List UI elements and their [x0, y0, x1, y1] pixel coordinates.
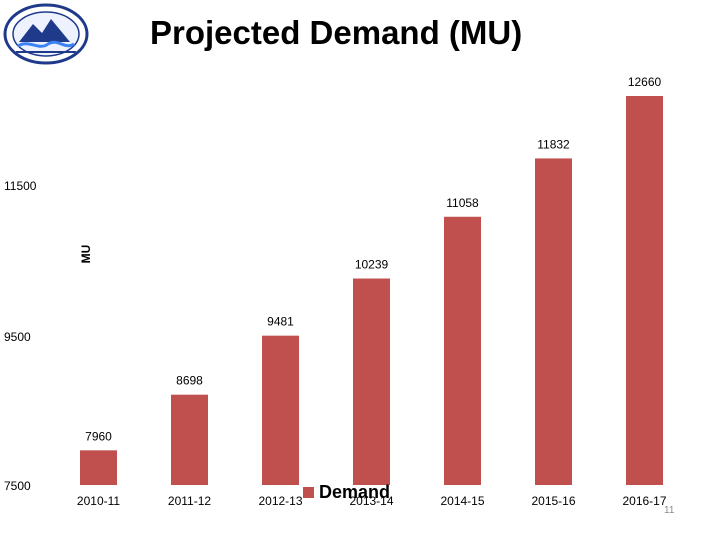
category-label-2015-16: 2015-16 [531, 494, 575, 508]
bar-2016-17 [626, 96, 663, 485]
bar-2014-15 [444, 216, 481, 485]
organization-logo [3, 3, 89, 65]
category-label-2011-12: 2011-12 [168, 494, 211, 508]
category-label-2010-11: 2010-11 [77, 494, 120, 508]
slide-number: 11 [664, 505, 675, 516]
category-label-2012-13: 2012-13 [258, 494, 302, 508]
value-label-2011-12: 8698 [176, 374, 203, 388]
y-tick-label-11500: 11500 [4, 179, 37, 193]
bar-2013-14 [353, 278, 390, 485]
category-label-2013-14: 2013-14 [349, 494, 393, 508]
value-label-2010-11: 7960 [85, 429, 112, 443]
y-tick-label-9500: 9500 [4, 330, 31, 344]
bar-2010-11 [80, 450, 117, 485]
bar-2012-13 [262, 335, 299, 485]
value-label-2012-13: 9481 [267, 315, 294, 329]
value-label-2016-17: 12660 [628, 75, 662, 89]
value-label-2013-14: 10239 [355, 258, 389, 272]
legend-swatch [303, 487, 314, 498]
category-label-2014-15: 2014-15 [440, 494, 484, 508]
value-label-2015-16: 11832 [537, 137, 570, 151]
category-label-2016-17: 2016-17 [622, 494, 666, 508]
y-tick-label-7500: 7500 [4, 479, 31, 493]
bar-2011-12 [171, 394, 208, 485]
slide-title: Projected Demand (MU) [150, 14, 523, 51]
y-axis-label: MU [79, 245, 93, 264]
bar-2015-16 [535, 158, 572, 485]
legend: Demand [303, 482, 390, 503]
legend-label: Demand [319, 482, 391, 502]
value-label-2014-15: 11058 [446, 196, 479, 210]
